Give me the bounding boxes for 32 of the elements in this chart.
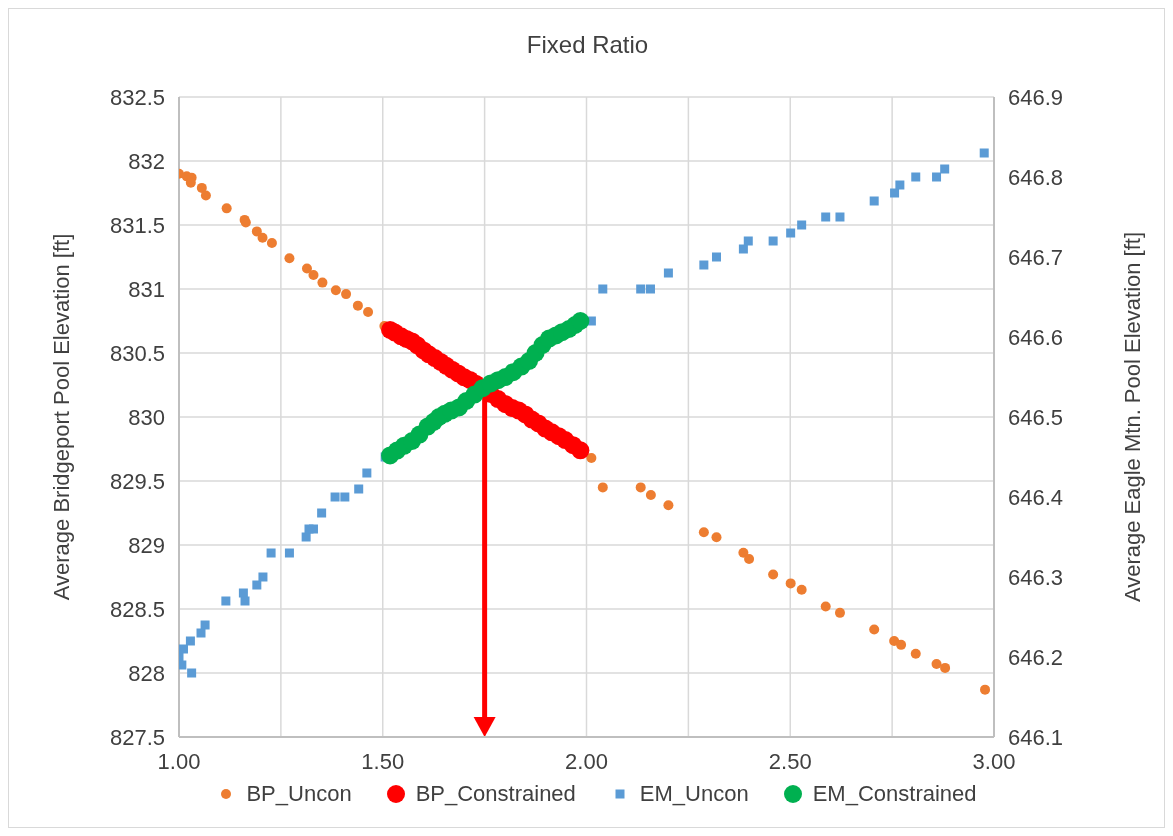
y-tick-label: 832.5 xyxy=(109,84,165,110)
y2-tick-label: 646.3 xyxy=(1008,564,1064,590)
y-tick-label: 828 xyxy=(128,660,165,686)
y-tick-label: 831 xyxy=(128,276,165,302)
y-tick-label: 829.5 xyxy=(109,468,165,494)
legend-label: BP_Uncon xyxy=(246,781,352,807)
y2-tick-label: 646.7 xyxy=(1008,244,1064,270)
y2-tick-label: 646.2 xyxy=(1008,644,1064,670)
chart-title: Fixed Ratio xyxy=(525,31,650,59)
y-tick-label: 831.5 xyxy=(109,212,165,238)
y-tick-label: 829 xyxy=(128,532,165,558)
x-tick-label: 2.50 xyxy=(768,748,812,774)
legend-label: EM_Uncon xyxy=(639,781,749,807)
x-tick-label: 1.50 xyxy=(361,748,405,774)
x-tick-label: 3.00 xyxy=(972,748,1016,774)
y2-tick-label: 646.9 xyxy=(1008,84,1064,110)
y2-tick-label: 646.8 xyxy=(1008,164,1064,190)
y2-axis-title: Average Eagle Mtn. Pool Elevation [ft] xyxy=(1119,231,1145,603)
legend-label: BP_Constrained xyxy=(415,781,576,807)
y2-tick-label: 646.4 xyxy=(1008,484,1064,510)
y2-tick-label: 646.1 xyxy=(1008,724,1064,750)
legend-label: EM_Constrained xyxy=(812,781,977,807)
x-tick-label: 2.00 xyxy=(565,748,608,774)
y-tick-label: 828.5 xyxy=(109,596,165,622)
y-tick-label: 830.5 xyxy=(109,340,165,366)
y2-tick-label: 646.5 xyxy=(1008,404,1064,430)
y-tick-label: 832 xyxy=(128,148,165,174)
y2-tick-label: 646.6 xyxy=(1008,324,1064,350)
y-tick-label: 827.5 xyxy=(109,724,165,750)
y-axis-title: Average Bridgeport Pool Elevation [ft] xyxy=(48,233,74,601)
y-tick-label: 830 xyxy=(128,404,165,430)
x-tick-label: 1.00 xyxy=(157,748,201,774)
